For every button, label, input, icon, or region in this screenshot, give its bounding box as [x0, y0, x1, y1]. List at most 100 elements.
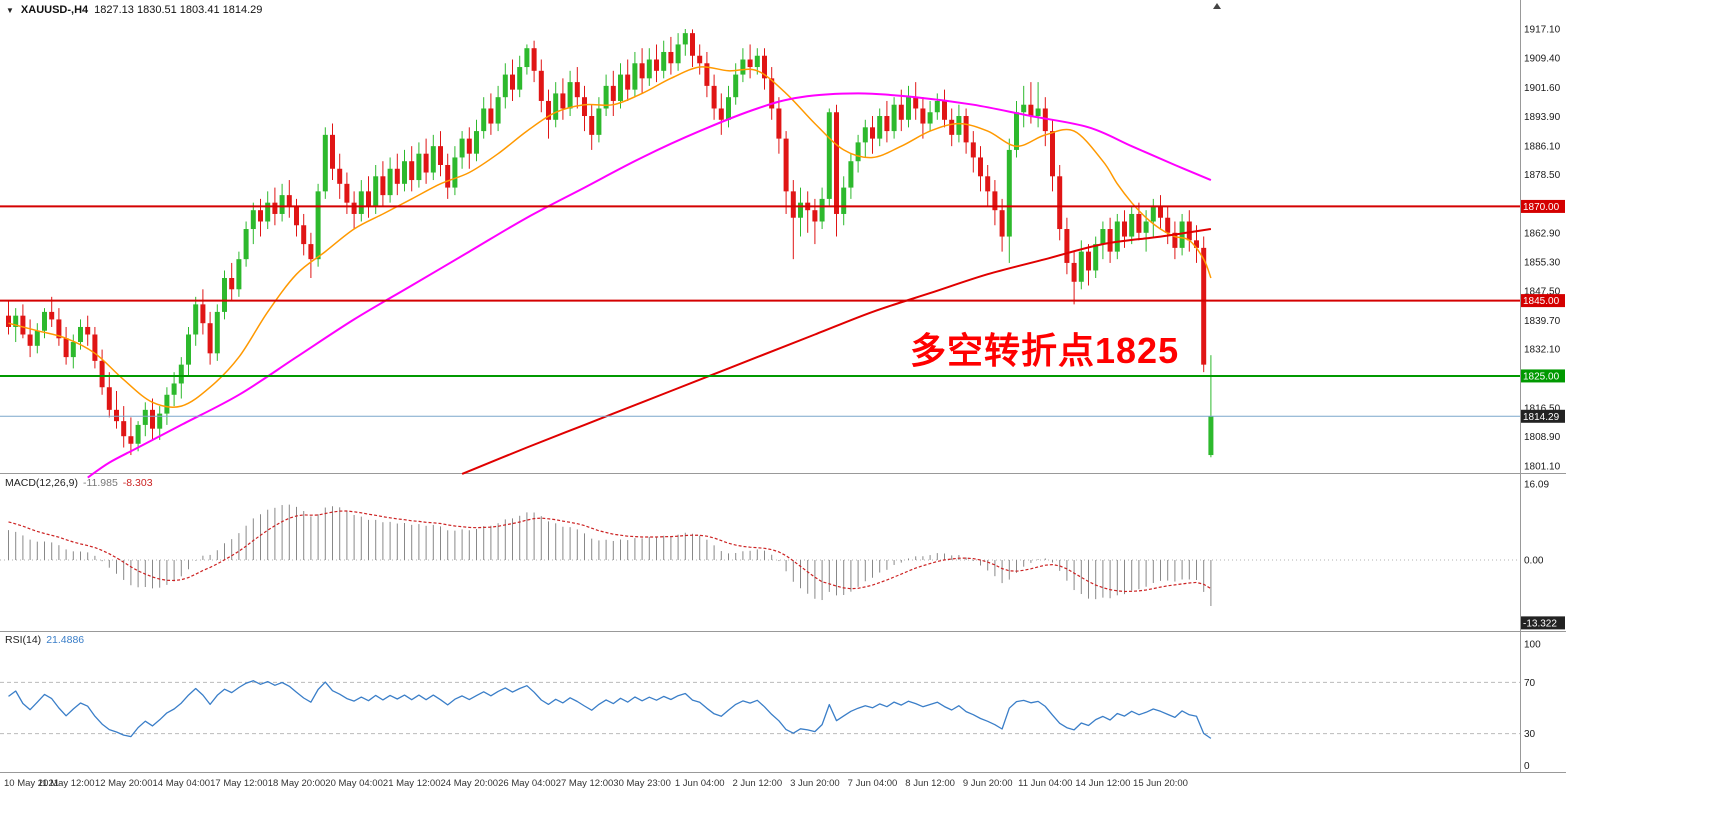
candle-body [34, 330, 40, 346]
svg-text:0: 0 [1524, 761, 1530, 772]
macd-main-value: -11.985 [82, 477, 118, 489]
candle-body [258, 210, 263, 222]
candle-body [214, 311, 220, 354]
candle-body [726, 97, 731, 120]
macd-histogram [8, 504, 1212, 606]
candle-body [358, 191, 364, 214]
candle-body [1028, 104, 1034, 117]
candle-body [135, 424, 141, 444]
horizontal-lines[interactable] [0, 205, 1520, 417]
rsi-name: RSI(14) [5, 634, 42, 646]
candle-body [848, 161, 854, 188]
candle-body [42, 311, 47, 331]
candle-body [639, 63, 645, 79]
candle-body [294, 206, 299, 226]
ohlc-values: 1827.13 1830.51 1803.41 1814.29 [94, 4, 263, 16]
candle-body [1136, 213, 1142, 233]
candle-body [394, 168, 400, 184]
svg-text:1814.29: 1814.29 [1523, 412, 1560, 423]
candle-body [430, 146, 436, 173]
svg-text:100: 100 [1524, 640, 1541, 651]
candle-body [560, 93, 566, 109]
candle-body [1165, 217, 1171, 233]
price-axis-label: 1893.90 [1524, 112, 1561, 123]
candle-body [178, 364, 184, 384]
candle-body [1194, 240, 1199, 248]
candle-body [589, 116, 595, 135]
price-axis-label: 1878.50 [1524, 170, 1561, 181]
candle-body [27, 334, 33, 346]
svg-text:1845.00: 1845.00 [1523, 296, 1560, 307]
candle-body [1122, 221, 1127, 237]
ma-mid-line [87, 92, 1212, 479]
candle-body [920, 108, 926, 124]
time-axis-label: 20 May 04:00 [325, 778, 383, 789]
candle-body [222, 277, 227, 312]
time-axis-label: 12 May 20:00 [95, 778, 153, 789]
price-axis-label: 1808.90 [1524, 432, 1561, 443]
candle-body [891, 104, 897, 132]
candle-body [762, 55, 767, 79]
candle-body [186, 334, 191, 365]
price-axis-label: 1832.10 [1524, 345, 1561, 356]
chart-title: ▼ XAUUSD-,H4 1827.13 1830.51 1803.41 181… [6, 4, 262, 16]
candle-body [834, 112, 839, 214]
rsi-indicator-label: RSI(14) 21.4886 [5, 634, 84, 646]
candle-body [78, 326, 83, 343]
candle-body [351, 202, 357, 214]
pane-dividers [0, 0, 1566, 773]
macd-name: MACD(12,26,9) [5, 477, 78, 489]
time-axis-label: 26 May 04:00 [498, 778, 556, 789]
candle-body [423, 153, 429, 173]
candle-body [229, 277, 235, 290]
rsi-value: 21.4886 [46, 634, 85, 646]
candle-body [704, 63, 710, 86]
candle-body [826, 112, 832, 199]
candle-body [337, 168, 343, 184]
candle-body [898, 104, 904, 120]
price-axis-label: 1909.40 [1524, 54, 1561, 65]
candle-body [366, 191, 371, 207]
candle-body [56, 319, 62, 339]
candle-body [790, 191, 796, 218]
candle-body [171, 383, 177, 395]
text-annotation-turning-point[interactable]: 多空转折点1825 [910, 330, 1180, 371]
candle-body [690, 33, 695, 56]
scroll-to-end-marker[interactable] [1213, 3, 1221, 9]
rsi-line [8, 680, 1212, 739]
candle-body [106, 387, 112, 410]
candle-body [668, 51, 674, 64]
candle-body [985, 176, 991, 192]
candle-body [1129, 213, 1135, 237]
ma-slow-line [461, 228, 1212, 475]
candle-body [502, 74, 508, 98]
candle-body [445, 164, 451, 188]
candle-body [1158, 206, 1163, 218]
candle-body [574, 82, 580, 98]
candle-body [927, 112, 933, 124]
price-axis-label: 1801.10 [1524, 461, 1561, 472]
candle-body [963, 116, 969, 143]
candle-body [114, 409, 119, 422]
candle-body [812, 210, 818, 222]
candle-body [776, 108, 782, 139]
time-axis-label: 18 May 20:00 [268, 778, 326, 789]
price-axis-label: 1917.10 [1524, 25, 1561, 36]
candle-body [524, 48, 530, 68]
price-axis-label: 1901.60 [1524, 83, 1561, 94]
price-axis-label: 1886.10 [1524, 141, 1561, 152]
candle-body [992, 191, 998, 211]
candle-body [1114, 221, 1120, 252]
candle-body [63, 338, 69, 358]
time-axis-label: 7 Jun 04:00 [848, 778, 898, 789]
candle-body [870, 127, 875, 139]
candle-body [1021, 104, 1027, 113]
time-axis-label: 30 May 23:00 [613, 778, 671, 789]
candle-body [301, 225, 307, 245]
candle-body [1057, 176, 1063, 230]
candle-body [1014, 112, 1019, 150]
candle-body [402, 161, 407, 184]
time-axis-label: 10 May 2021 [4, 778, 59, 789]
symbol-period-label: XAUUSD-,H4 [20, 4, 89, 16]
